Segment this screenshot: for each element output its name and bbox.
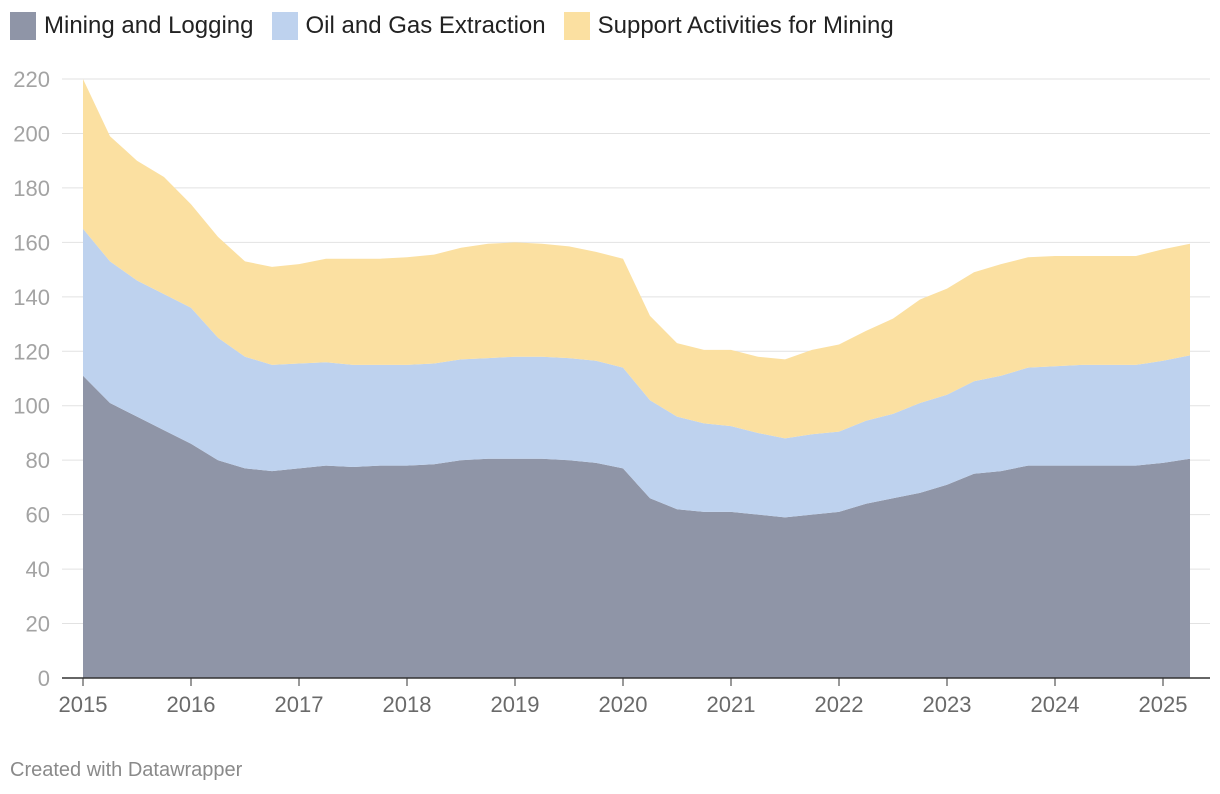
x-tick-label-2021: 2021 — [707, 692, 756, 717]
x-tick-label-2025: 2025 — [1139, 692, 1188, 717]
y-tick-label-0: 0 — [38, 666, 50, 691]
x-tick-label-2022: 2022 — [815, 692, 864, 717]
area-oil-and-gas-extraction — [83, 228, 1190, 518]
y-tick-label-180: 180 — [13, 176, 50, 201]
legend-label-mining-and-logging: Mining and Logging — [44, 12, 254, 39]
x-tick-label-2019: 2019 — [491, 692, 540, 717]
legend-label-oil-and-gas-extraction: Oil and Gas Extraction — [305, 12, 546, 39]
legend-swatch-mining-and-logging — [10, 12, 36, 40]
x-tick-label-2023: 2023 — [923, 692, 972, 717]
y-tick-label-20: 20 — [26, 612, 50, 637]
x-tick-label-2020: 2020 — [599, 692, 648, 717]
x-tick-label-2024: 2024 — [1031, 692, 1080, 717]
series-areas — [83, 79, 1190, 678]
legend-item-mining-and-logging: Mining and Logging — [10, 12, 254, 40]
y-tick-label-220: 220 — [13, 67, 50, 92]
y-tick-label-60: 60 — [26, 503, 50, 528]
x-tick-label-2015: 2015 — [59, 692, 108, 717]
credit-text: Created with Datawrapper — [10, 759, 243, 781]
y-tick-label-40: 40 — [26, 557, 50, 582]
x-tick-label-2018: 2018 — [383, 692, 432, 717]
x-tick-label-2016: 2016 — [167, 692, 216, 717]
legend-swatch-oil-and-gas-extraction — [271, 12, 298, 40]
x-axis: 2015 2016 2017 2018 2019 2020 2021 2022 2023 2024… — [59, 677, 1210, 717]
legend: Mining and Logging Oil and Gas Extractio… — [10, 12, 912, 40]
y-axis: 0 20 40 60 80 100 120 140 160 180 200 220 — [13, 67, 50, 691]
y-tick-label-100: 100 — [13, 394, 50, 419]
legend-label-support-activities-for-mining: Support Activities for Mining — [597, 12, 894, 39]
y-tick-label-120: 120 — [13, 339, 50, 364]
y-tick-label-80: 80 — [26, 448, 50, 473]
y-tick-label-200: 200 — [13, 121, 50, 146]
legend-item-support-activities-for-mining: Support Activities for Mining — [563, 12, 894, 40]
area-support-activities-for-mining — [83, 79, 1190, 439]
area-mining-and-logging — [83, 375, 1190, 678]
legend-item-oil-and-gas-extraction: Oil and Gas Extraction — [271, 12, 546, 40]
x-tick-label-2017: 2017 — [275, 692, 324, 717]
legend-swatch-support-activities-for-mining — [563, 12, 590, 40]
y-tick-label-140: 140 — [13, 285, 50, 310]
y-tick-label-160: 160 — [13, 230, 50, 255]
